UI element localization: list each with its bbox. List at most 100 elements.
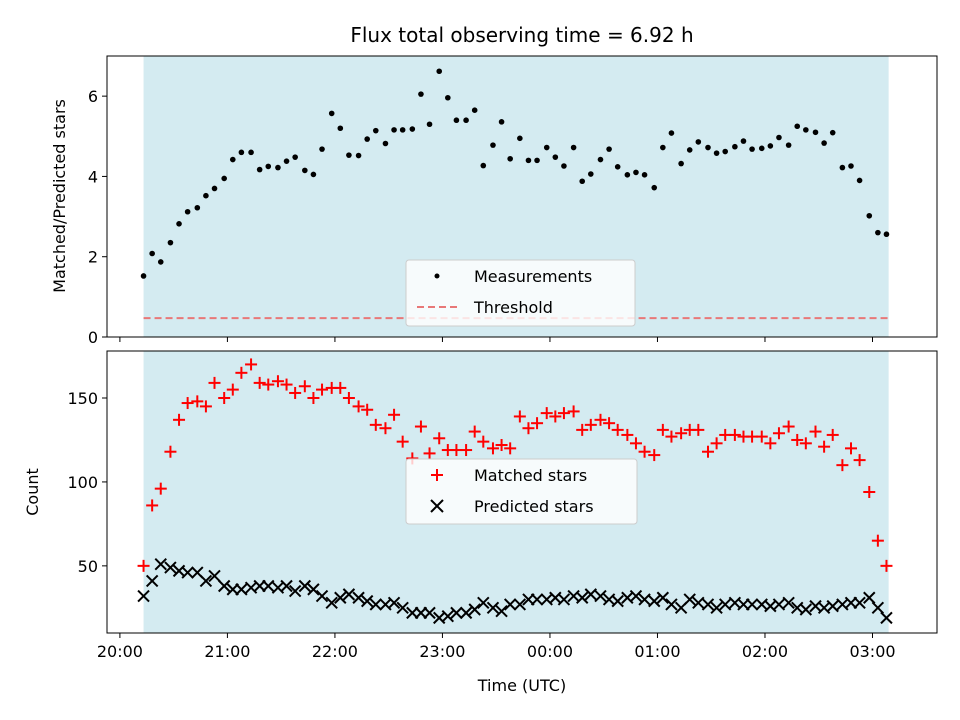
matched-star-point xyxy=(844,442,857,455)
matched-star-point xyxy=(557,407,570,420)
legend-measurements-marker xyxy=(434,273,440,279)
predicted-star-point xyxy=(208,569,221,583)
measurement-point xyxy=(445,94,451,101)
measurement-point xyxy=(856,177,863,184)
legend-matched-marker xyxy=(431,469,443,481)
bottom-y-tick-label: 50 xyxy=(78,557,98,576)
matched-star-point xyxy=(629,437,642,450)
x-tick-label: 20:00 xyxy=(97,642,143,661)
matched-star-point xyxy=(262,378,275,391)
x-tick-label: 02:00 xyxy=(742,642,788,661)
matched-star-point xyxy=(361,403,374,416)
predicted-star-point xyxy=(352,591,365,604)
measurement-point xyxy=(275,164,281,171)
predicted-star-point xyxy=(648,594,661,608)
predicted-star-point xyxy=(871,601,885,615)
predicted-star-point xyxy=(315,589,329,603)
measurement-point xyxy=(848,163,854,169)
measurement-point xyxy=(678,160,684,167)
predicted-star-point xyxy=(880,611,893,625)
measurement-point xyxy=(256,166,263,173)
measurement-point xyxy=(517,135,523,142)
bottom-legend-box xyxy=(405,458,638,525)
measurement-point xyxy=(453,117,460,124)
matched-star-point xyxy=(799,437,812,450)
measurement-point xyxy=(418,91,424,97)
matched-star-point xyxy=(611,423,624,436)
predicted-star-point xyxy=(217,579,231,593)
measurement-point xyxy=(176,220,182,227)
measurement-point xyxy=(705,144,711,151)
predicted-star-point xyxy=(594,589,607,603)
measurement-point xyxy=(641,172,648,178)
matched-star-point xyxy=(755,430,768,443)
measurement-point xyxy=(803,127,809,133)
bottom-y-axis-label: Count xyxy=(23,468,42,516)
measurement-point xyxy=(732,143,738,150)
measurement-point xyxy=(614,163,621,170)
predicted-star-point xyxy=(701,598,715,611)
matched-star-point xyxy=(137,559,150,572)
matched-star-point xyxy=(584,418,597,431)
matched-star-point xyxy=(853,454,866,467)
matched-star-point xyxy=(298,380,311,393)
predicted-star-point xyxy=(307,583,320,596)
measurement-point xyxy=(668,130,675,136)
measurement-point xyxy=(319,146,325,152)
matched-star-point xyxy=(621,428,634,441)
matched-star-point xyxy=(369,418,382,431)
matched-star-point xyxy=(818,440,831,453)
x-tick-label: 01:00 xyxy=(634,642,680,661)
matched-star-point xyxy=(280,378,293,391)
matched-star-point xyxy=(772,427,785,440)
measurement-point xyxy=(695,139,702,145)
matched-star-point xyxy=(782,420,795,433)
measurement-point xyxy=(409,126,416,132)
predicted-star-point xyxy=(396,601,409,615)
measurement-point xyxy=(157,259,164,265)
measurement-point xyxy=(758,145,765,152)
predicted-star-point xyxy=(745,598,759,611)
predicted-star-point xyxy=(369,598,382,611)
predicted-star-point xyxy=(450,606,463,620)
measurement-point xyxy=(382,140,389,147)
measurement-point xyxy=(346,152,352,158)
measurement-point xyxy=(498,119,505,125)
measurement-point xyxy=(812,129,819,136)
measurement-point xyxy=(167,239,174,246)
matched-star-point xyxy=(648,449,661,462)
predicted-star-point xyxy=(710,601,723,615)
top-y-tick-label: 0 xyxy=(88,328,98,347)
measurement-point xyxy=(292,154,298,160)
matched-star-point xyxy=(289,386,302,399)
measurement-point xyxy=(490,142,496,148)
matched-star-point xyxy=(307,392,320,404)
predicted-star-point xyxy=(611,594,624,608)
top-y-tick-label: 2 xyxy=(88,248,98,267)
predicted-star-point xyxy=(262,579,275,593)
matched-star-point xyxy=(871,534,884,547)
measurement-point xyxy=(722,148,728,155)
matched-star-point xyxy=(576,423,589,436)
measurement-point xyxy=(337,125,344,132)
predicted-star-point xyxy=(576,591,589,604)
matched-star-point xyxy=(460,444,473,457)
measurement-point xyxy=(471,107,478,113)
predicted-star-point xyxy=(557,593,571,606)
matched-star-point xyxy=(710,437,723,450)
matched-star-point xyxy=(675,427,688,440)
measurement-point xyxy=(740,138,747,144)
measurement-point xyxy=(767,143,774,149)
measurement-point xyxy=(149,250,155,257)
top-legend-box xyxy=(405,259,636,327)
predicted-star-point xyxy=(530,593,544,606)
matched-star-point xyxy=(638,445,651,458)
measurement-point xyxy=(140,273,147,279)
bottom-points xyxy=(137,358,893,625)
matched-star-point xyxy=(701,445,714,458)
matched-star-point xyxy=(567,405,580,418)
matched-star-point xyxy=(826,428,839,441)
measurement-point xyxy=(372,127,379,134)
x-tick-label: 00:00 xyxy=(527,642,573,661)
matched-star-point xyxy=(863,486,876,498)
